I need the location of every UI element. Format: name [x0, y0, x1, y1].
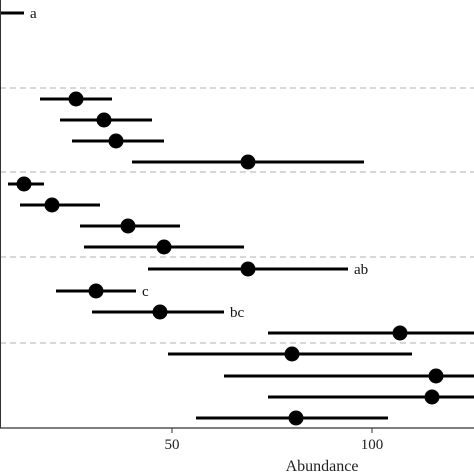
data-point — [284, 346, 300, 362]
data-point — [88, 283, 104, 299]
data-point — [68, 91, 84, 107]
data-point — [392, 325, 408, 341]
x-tick-label: 50 — [165, 437, 180, 453]
plot-area: ababbabcbc — [0, 6, 474, 426]
data-point — [156, 239, 172, 255]
data-point — [44, 197, 60, 213]
data-point — [96, 112, 112, 128]
data-point — [288, 410, 304, 426]
data-point — [120, 218, 136, 234]
group-letter-label: ab — [354, 262, 368, 278]
group-letter-label: bc — [230, 305, 245, 321]
group-letter-label: c — [142, 284, 149, 300]
data-point — [424, 389, 440, 405]
x-axis-ticks: 50 100 — [165, 428, 384, 453]
group-letter-label: a — [30, 6, 37, 22]
data-point — [240, 154, 256, 170]
data-point — [152, 304, 168, 320]
x-tick-label: 100 — [361, 437, 384, 453]
data-point — [16, 176, 32, 192]
data-point — [428, 368, 444, 384]
data-point — [240, 261, 256, 277]
x-axis-title: Abundance — [286, 458, 359, 474]
data-point — [108, 133, 124, 149]
